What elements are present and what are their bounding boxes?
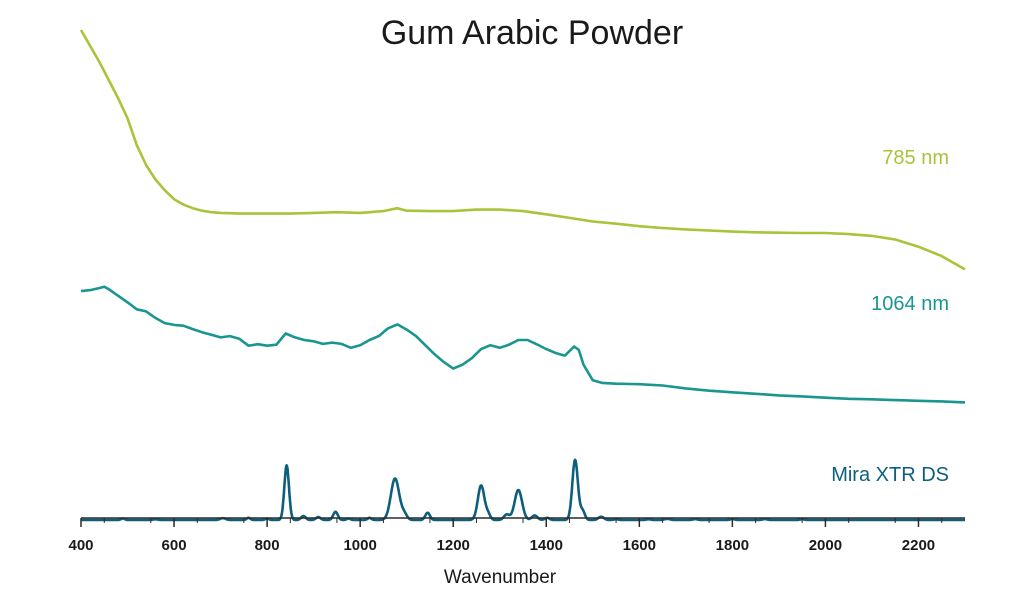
chart-title: Gum Arabic Powder bbox=[381, 14, 683, 52]
series-line-785-nm bbox=[79, 29, 966, 271]
x-tick-label: 400 bbox=[68, 537, 93, 554]
x-tick-label: 1600 bbox=[623, 537, 656, 554]
x-axis-title: Wavenumber bbox=[444, 567, 557, 588]
series-line-1064-nm bbox=[80, 285, 966, 404]
series-label-1064-nm: 1064 nm bbox=[871, 293, 949, 315]
x-tick-layer: 400 600 800 1000 1200 1400 1600 1800 2000 2200 bbox=[68, 518, 943, 554]
x-tick-label: 1000 bbox=[343, 537, 376, 554]
series-layer bbox=[79, 29, 966, 522]
x-tick-label: 1400 bbox=[530, 537, 563, 554]
series-label-mira-xtr-ds: Mira XTR DS bbox=[831, 464, 949, 486]
x-tick-label: 2200 bbox=[902, 537, 935, 554]
x-tick-label: 2000 bbox=[809, 537, 842, 554]
series-label-785-nm: 785 nm bbox=[882, 147, 949, 169]
series-line-mira-xtr-ds bbox=[80, 458, 966, 522]
x-tick-label: 1800 bbox=[716, 537, 749, 554]
x-tick-label: 600 bbox=[162, 537, 187, 554]
x-tick-label: 1200 bbox=[437, 537, 470, 554]
series-label-layer: 785 nm 1064 nm Mira XTR DS bbox=[831, 147, 949, 486]
x-tick-label: 800 bbox=[255, 537, 280, 554]
